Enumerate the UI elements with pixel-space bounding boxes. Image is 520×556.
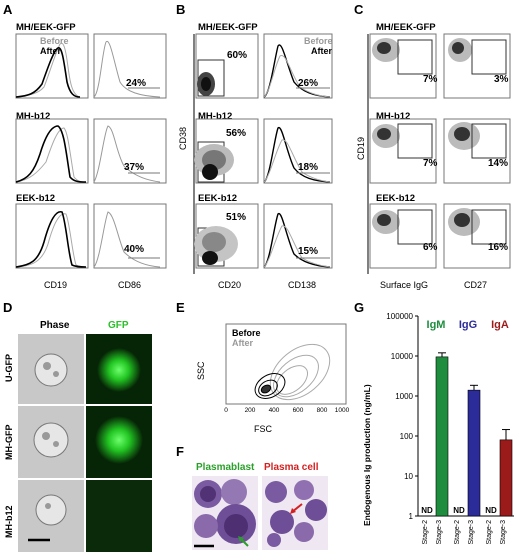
bar-iga-stage-3: [499, 439, 513, 517]
panel-a-legend-after: After: [40, 46, 62, 56]
panel-a-legend-before: Before: [40, 36, 69, 46]
panel-a-row2-pct: 37%: [124, 162, 145, 173]
panel-f-letter: F: [176, 444, 184, 459]
panel-b-xlabel-2: CD138: [288, 280, 317, 290]
panel-b-ylabel: CD38: [178, 126, 188, 150]
panel-e-xtick-4: 800: [317, 407, 328, 414]
y-tick-label: 1000: [395, 392, 413, 401]
panel-b-row3-pct-right: 15%: [298, 246, 319, 257]
x-tick-label: Stage-2: [486, 520, 493, 545]
panel-f-left-label: Plasmablast: [196, 462, 255, 473]
panel-d-col-gfp: GFP: [108, 320, 129, 331]
panel-a-histograms: [15, 33, 167, 269]
series-label-igg: IgG: [459, 319, 477, 331]
x-tick-label: Stage-3: [500, 520, 507, 545]
panel-e-xlabel: FSC: [254, 424, 272, 434]
panel-a-xlabel-1: CD19: [44, 280, 68, 290]
panel-b-letter: B: [176, 2, 186, 17]
panel-d-row3-label: MH-b12: [4, 505, 14, 538]
y-tick-label: 100: [400, 432, 414, 441]
y-tick-label: 100000: [386, 312, 413, 321]
panel-b-row1-pct-right: 26%: [298, 78, 319, 89]
bar-igg-stage-3: [467, 389, 481, 517]
nd-label: ND: [421, 506, 433, 515]
panel-e-legend-before: Before: [232, 328, 261, 338]
panel-c-ylabel: CD19: [356, 136, 366, 160]
panel-a-row1-label: MH/EEK-GFP: [16, 22, 76, 33]
nd-label: ND: [453, 506, 465, 515]
panel-a-letter: A: [3, 2, 13, 17]
y-tick-label: 10000: [391, 352, 414, 361]
panel-c-row3-pct-left: 6%: [423, 242, 438, 253]
panel-f-right-label: Plasma cell: [264, 462, 319, 473]
panel-c-row2-label: MH-b12: [376, 111, 411, 122]
panel-c-plots: [367, 33, 511, 274]
panel-a-row3-pct: 40%: [124, 244, 145, 255]
x-tick-label: Stage-3: [468, 520, 475, 545]
panel-b-row2-pct-left: 56%: [226, 128, 247, 139]
x-tick-label: Stage-2: [422, 520, 429, 545]
series-label-iga: IgA: [491, 319, 509, 331]
nd-label: ND: [485, 506, 497, 515]
panel-e-xtick-3: 600: [293, 407, 304, 414]
panel-b-row1-pct-left: 60%: [227, 50, 248, 61]
panel-b-row1-label: MH/EEK-GFP: [198, 22, 258, 33]
panel-b-row2-label: MH-b12: [198, 111, 233, 122]
panel-e-letter: E: [176, 300, 185, 315]
x-tick-label: Stage-3: [436, 520, 443, 545]
panel-g-bar-chart: 100000 10000 1000 100 10 1 IgM ND Stage-2 Stage-3…: [386, 312, 514, 545]
panel-d-row1-label: U-GFP: [4, 354, 14, 382]
bar-igm-stage-3: [435, 356, 449, 517]
panel-b-plots: [193, 33, 333, 274]
panel-b-row3-pct-left: 51%: [226, 212, 247, 223]
panel-b-legend-before: Before: [304, 36, 333, 46]
series-label-igm: IgM: [427, 319, 446, 331]
panel-c-row1-pct-right: 3%: [494, 74, 509, 85]
panel-g-letter: G: [354, 300, 365, 315]
y-tick-label: 1: [409, 512, 414, 521]
panel-e-xtick-2: 400: [269, 407, 280, 414]
y-tick-label: 10: [404, 472, 413, 481]
panel-c-row1-pct-left: 7%: [423, 74, 438, 85]
panel-e-xtick-0: 0: [224, 407, 228, 414]
panel-d-letter: D: [3, 300, 13, 315]
panel-e-xtick-1: 200: [245, 407, 256, 414]
panel-d-col-phase: Phase: [40, 320, 70, 331]
panel-g-ylabel: Endogenous Ig production (ng/mL): [362, 384, 372, 526]
panel-a-row1-pct: 24%: [126, 78, 147, 89]
panel-b-legend-after: After: [311, 46, 333, 56]
panel-b-xlabel-1: CD20: [218, 280, 242, 290]
panel-a-xlabel-2: CD86: [118, 280, 142, 290]
panel-e-legend-after: After: [232, 338, 254, 348]
panel-c-row2-pct-right: 14%: [488, 158, 509, 169]
panel-c-row3-label: EEK-b12: [376, 193, 416, 204]
panel-c-xlabel-1: Surface IgG: [380, 280, 429, 290]
panel-e-xtick-5: 1000: [335, 407, 350, 414]
panel-c-row2-pct-left: 7%: [423, 158, 438, 169]
panel-c-row1-label: MH/EEK-GFP: [376, 22, 436, 33]
panel-e-ylabel: SSC: [196, 361, 206, 380]
panel-b-row2-pct-right: 18%: [298, 162, 319, 173]
panel-f-microscopy: [192, 476, 328, 550]
panel-d-row2-label: MH-GFP: [4, 424, 14, 461]
panel-c-row3-pct-right: 16%: [488, 242, 509, 253]
panel-a-row3-label: EEK-b12: [16, 193, 56, 204]
panel-b-row3-label: EEK-b12: [198, 193, 238, 204]
x-tick-label: Stage-2: [454, 520, 461, 545]
panel-e-contour: 0 200 400 600 800 1000: [224, 323, 350, 414]
panel-a-row2-label: MH-b12: [16, 111, 51, 122]
panel-c-xlabel-2: CD27: [464, 280, 488, 290]
panel-d-microscopy: [18, 334, 152, 552]
panel-c-letter: C: [354, 2, 364, 17]
